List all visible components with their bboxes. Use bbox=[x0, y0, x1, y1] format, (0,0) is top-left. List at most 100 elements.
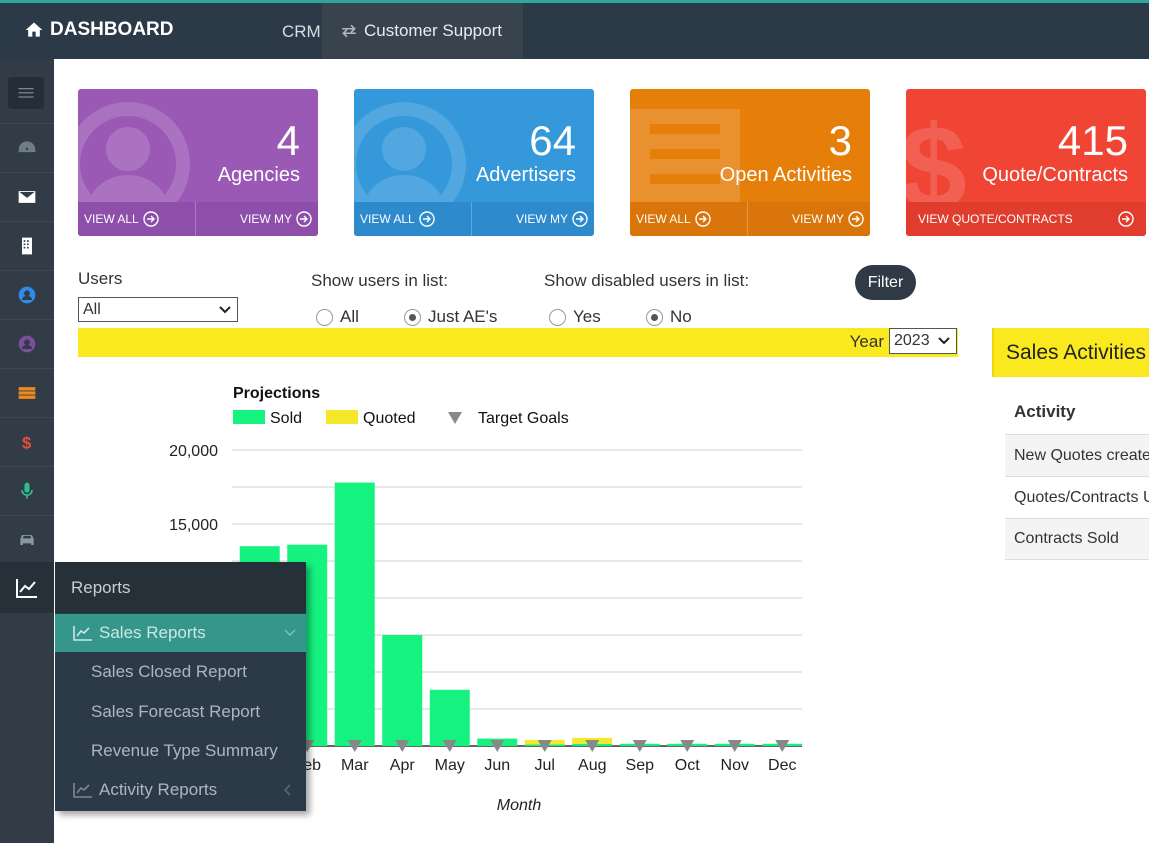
card-advertisers: 64 Advertisers VIEW ALL VIEW MY bbox=[354, 89, 594, 236]
table-row[interactable]: Contracts Sold bbox=[1005, 518, 1149, 560]
arrow-circle-icon bbox=[572, 211, 588, 227]
menu-item-sales-reports[interactable]: Sales Reports bbox=[55, 614, 306, 652]
agencies-count: 4 bbox=[276, 117, 300, 164]
target-marker bbox=[490, 740, 505, 752]
quote-contracts-count: 415 bbox=[1057, 117, 1128, 164]
users-select-value: All bbox=[83, 300, 101, 318]
radio-dot bbox=[549, 308, 566, 326]
x-tick-label: Jul bbox=[535, 757, 555, 774]
sidebar-item-user-purple[interactable] bbox=[0, 319, 54, 368]
open-activities-view-all[interactable]: VIEW ALL bbox=[630, 202, 747, 236]
open-activities-label: Open Activities bbox=[719, 164, 852, 186]
sidebar-toggle[interactable] bbox=[8, 77, 44, 109]
agencies-view-all[interactable]: VIEW ALL bbox=[78, 202, 195, 236]
reports-menu-title[interactable]: Reports bbox=[55, 562, 306, 613]
x-tick-label: Mar bbox=[341, 757, 369, 774]
menu-item-revenue-type-summary[interactable]: Revenue Type Summary bbox=[91, 741, 278, 760]
menu-item-activity-reports[interactable]: Activity Reports bbox=[73, 780, 291, 800]
activity-reports-label: Activity Reports bbox=[99, 780, 218, 799]
legend-swatch-sold bbox=[233, 410, 265, 424]
view-all-label: VIEW ALL bbox=[84, 212, 139, 226]
radio-dot bbox=[404, 308, 421, 326]
x-axis-label: Month bbox=[497, 797, 542, 814]
radio-disabled-yes[interactable]: Yes bbox=[549, 307, 601, 327]
table-row[interactable]: Quotes/Contracts U bbox=[1005, 476, 1149, 518]
x-tick-label: Apr bbox=[390, 757, 416, 774]
sales-activities-header: Sales Activities bbox=[992, 328, 1149, 377]
target-marker bbox=[775, 740, 790, 752]
x-tick-label: Sep bbox=[626, 757, 655, 774]
table-row[interactable]: New Quotes create bbox=[1005, 434, 1149, 476]
car-icon bbox=[20, 535, 34, 545]
brand-link[interactable]: DASHBOARD bbox=[24, 19, 174, 41]
chevron-down-icon bbox=[938, 337, 950, 345]
sidebar-item-dollar[interactable]: $ bbox=[0, 417, 54, 466]
advertisers-count: 64 bbox=[529, 117, 576, 164]
advertisers-view-all[interactable]: VIEW ALL bbox=[354, 202, 471, 236]
activity-column-header: Activity bbox=[1014, 402, 1076, 421]
chart-title: Projections bbox=[233, 385, 320, 402]
nav-crm[interactable]: CRM bbox=[282, 22, 321, 41]
sidebar-item-user[interactable] bbox=[0, 270, 54, 319]
svg-text:$: $ bbox=[22, 434, 32, 452]
user-circle-icon bbox=[78, 102, 190, 219]
home-icon bbox=[25, 22, 43, 37]
users-label: Users bbox=[78, 269, 123, 288]
radio-all-label: All bbox=[340, 307, 359, 326]
chevron-left-icon bbox=[284, 784, 291, 796]
target-marker bbox=[680, 740, 695, 752]
dashboard-icon bbox=[18, 141, 36, 153]
filter-button[interactable]: Filter bbox=[855, 265, 916, 300]
menu-item-sales-closed-report[interactable]: Sales Closed Report bbox=[91, 662, 247, 681]
year-bar: Year 2023 bbox=[78, 328, 958, 357]
menu-item-sales-forecast-report[interactable]: Sales Forecast Report bbox=[91, 702, 261, 721]
building-icon bbox=[22, 237, 32, 255]
year-select[interactable]: 2023 bbox=[889, 328, 957, 354]
arrow-circle-icon bbox=[419, 211, 435, 227]
year-select-value: 2023 bbox=[894, 332, 930, 349]
radio-just-aes-label: Just AE's bbox=[428, 307, 498, 326]
sidebar-item-reports[interactable] bbox=[0, 562, 54, 613]
user-circle-purple-icon bbox=[18, 335, 36, 353]
arrow-circle-icon bbox=[143, 211, 159, 227]
x-tick-label: Jun bbox=[484, 757, 510, 774]
open-activities-view-my[interactable]: VIEW MY bbox=[746, 202, 871, 236]
sidebar-item-list[interactable] bbox=[0, 368, 54, 417]
bar-sold bbox=[382, 635, 423, 746]
target-marker bbox=[395, 740, 410, 752]
radio-dot bbox=[646, 308, 663, 326]
user-circle-icon bbox=[354, 102, 466, 219]
bar-sold bbox=[334, 482, 375, 746]
card-open-activities: 3 Open Activities VIEW ALL VIEW MY bbox=[630, 89, 870, 236]
sales-reports-label: Sales Reports bbox=[99, 623, 206, 642]
sidebar-item-car[interactable] bbox=[0, 515, 54, 564]
agencies-view-my[interactable]: VIEW MY bbox=[194, 202, 319, 236]
menu-icon bbox=[18, 88, 34, 98]
sidebar-item-mail[interactable] bbox=[0, 172, 54, 221]
chart-line-icon bbox=[16, 578, 37, 598]
open-activities-count: 3 bbox=[828, 117, 852, 164]
chart-line-icon bbox=[73, 626, 92, 641]
radio-yes-label: Yes bbox=[573, 307, 601, 326]
target-marker bbox=[727, 740, 742, 752]
sidebar-item-microphone[interactable] bbox=[0, 466, 54, 515]
radio-just-aes[interactable]: Just AE's bbox=[404, 307, 497, 327]
legend-label-quoted: Quoted bbox=[363, 410, 415, 427]
view-quote-contracts-label: VIEW QUOTE/CONTRACTS bbox=[918, 212, 1073, 226]
y-tick-label: 15,000 bbox=[169, 517, 218, 534]
nav-customer-support[interactable]: Customer Support bbox=[322, 3, 523, 59]
view-quote-contracts[interactable]: VIEW QUOTE/CONTRACTS bbox=[906, 202, 1146, 236]
radio-show-all[interactable]: All bbox=[316, 307, 359, 327]
card-agencies: 4 Agencies VIEW ALL VIEW MY bbox=[78, 89, 318, 236]
radio-disabled-no[interactable]: No bbox=[646, 307, 692, 327]
advertisers-label: Advertisers bbox=[475, 164, 576, 186]
users-select[interactable]: All bbox=[78, 297, 238, 322]
target-marker bbox=[585, 740, 600, 752]
advertisers-view-my[interactable]: VIEW MY bbox=[470, 202, 595, 236]
sidebar-item-building[interactable] bbox=[0, 221, 54, 270]
agencies-label: Agencies bbox=[217, 164, 300, 186]
x-tick-label: Aug bbox=[578, 757, 606, 774]
view-all-label: VIEW ALL bbox=[360, 212, 415, 226]
sidebar-item-dashboard[interactable] bbox=[0, 123, 54, 172]
bar-sold bbox=[429, 689, 470, 746]
